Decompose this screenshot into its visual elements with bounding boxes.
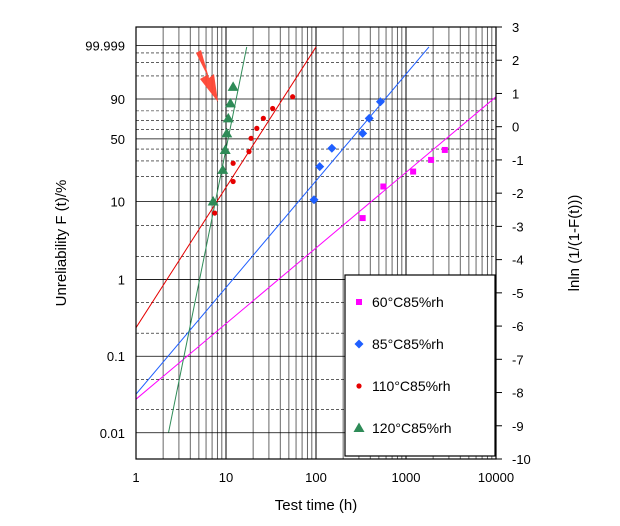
left-axis-label: Unreliability F (t)/% [53, 180, 70, 307]
left-tick-label: 1 [118, 273, 125, 288]
left-tick-label: 0.1 [107, 349, 125, 364]
legend-box [344, 274, 496, 457]
data-point [254, 125, 260, 131]
data-point [207, 195, 219, 206]
x-axis-label: Test time (h) [275, 497, 358, 514]
fit-line [168, 46, 248, 433]
right-tick-label: -8 [512, 386, 524, 401]
data-point [230, 160, 236, 166]
data-point [441, 146, 448, 153]
data-point [221, 127, 233, 138]
right-axis-ticks: 3 2 1 0 -1 -2 -3 -4 -5 -6 -7 -8 -9 -10 [496, 20, 531, 467]
data-point [410, 168, 417, 175]
data-point [364, 113, 374, 123]
data-point [428, 156, 435, 163]
right-tick-label: -6 [512, 319, 524, 334]
x-tick-label: 10000 [478, 470, 514, 485]
fit-line [136, 46, 317, 329]
left-tick-label: 90 [111, 92, 125, 107]
plot-frame [135, 26, 497, 460]
data-point [219, 144, 231, 154]
right-tick-label: 1 [512, 86, 519, 101]
legend-label: 85°C85%rh [372, 336, 444, 352]
right-tick-label: -4 [512, 253, 524, 268]
fit-line [136, 96, 496, 400]
legend-marker [356, 299, 362, 305]
left-tick-label: 0.01 [100, 426, 125, 441]
right-axis-label: lnln (1/(1-F(t))) [566, 195, 583, 292]
right-tick-label: -5 [512, 286, 524, 301]
data-point [375, 97, 385, 107]
data-point [270, 105, 276, 112]
annotation-arrow [196, 50, 218, 102]
right-tick-label: 2 [512, 53, 519, 68]
legend-marker [354, 339, 364, 349]
data-point [327, 143, 337, 153]
data-point [248, 135, 254, 141]
x-tick-label: 100 [305, 470, 327, 485]
left-tick-label: 99.999 [85, 38, 125, 53]
right-tick-label: -10 [512, 452, 531, 467]
data-point [222, 112, 234, 123]
data-point [246, 149, 252, 155]
x-tick-label: 1 [132, 470, 139, 485]
data-point [260, 115, 266, 121]
right-tick-label: -1 [512, 153, 524, 168]
data-point [290, 94, 296, 100]
data-point [315, 162, 325, 172]
data-point [224, 97, 236, 108]
legend-marker [356, 383, 362, 389]
data-point [230, 178, 236, 185]
data-point [309, 195, 319, 205]
data-point [359, 215, 366, 222]
left-tick-label: 10 [111, 194, 125, 209]
data-points [207, 81, 448, 222]
legend-label: 60°C85%rh [372, 294, 444, 310]
left-axis-ticks: 99.999 90 50 10 1 0.1 0.01 [85, 38, 125, 440]
legend-label: 120°C85%rh [372, 420, 452, 436]
right-tick-label: -3 [512, 219, 524, 234]
x-axis-ticks: 1 10 100 1000 10000 [132, 470, 514, 485]
x-tick-label: 1000 [392, 470, 421, 485]
x-tick-label: 10 [219, 470, 233, 485]
left-tick-label: 50 [111, 132, 125, 147]
right-tick-label: -7 [512, 352, 524, 367]
right-tick-label: -9 [512, 419, 524, 434]
data-point [380, 183, 387, 190]
right-tick-label: 0 [512, 120, 519, 135]
data-point [212, 210, 218, 216]
legend-label: 110°C85%rh [372, 378, 451, 394]
legend: 60°C85%rh 85°C85%rh 110°C85%rh 120°C85%rh [344, 274, 496, 457]
right-tick-label: 3 [512, 20, 519, 35]
data-point [358, 128, 368, 138]
data-point [217, 164, 229, 174]
data-point [227, 81, 239, 91]
right-tick-label: -2 [512, 186, 524, 201]
legend-marker [353, 422, 365, 432]
